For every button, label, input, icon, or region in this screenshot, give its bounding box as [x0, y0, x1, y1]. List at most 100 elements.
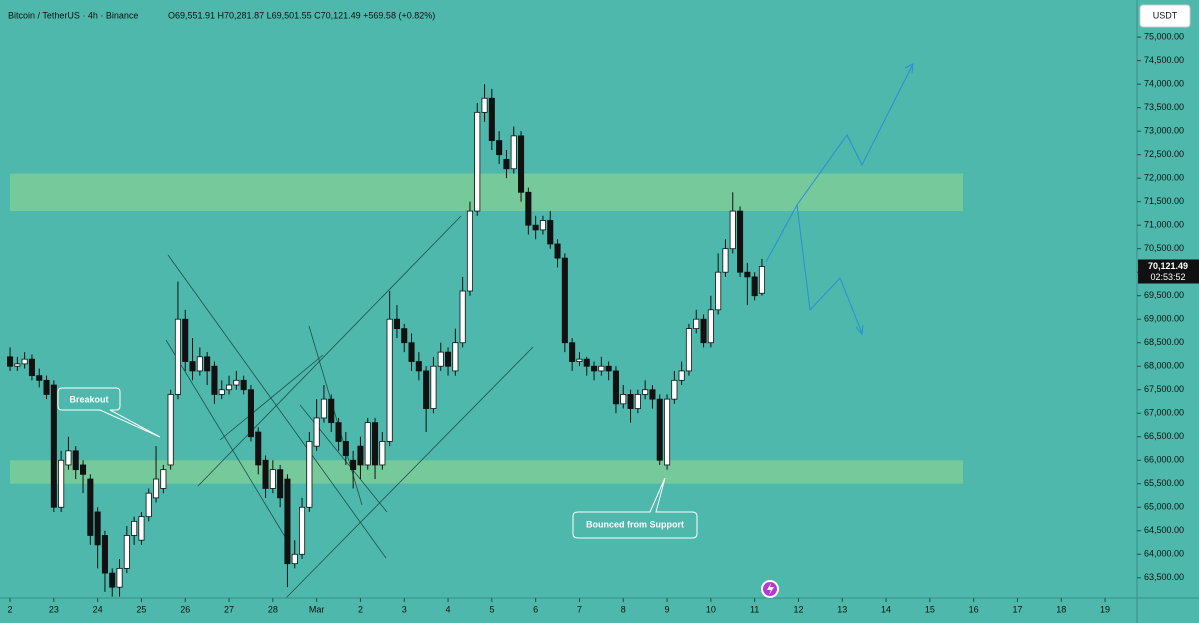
annotation-text: Bounced from Support	[586, 519, 684, 529]
candle-body	[423, 370, 430, 409]
candle-body	[145, 492, 152, 518]
x-tick-label: 17	[1012, 604, 1022, 614]
y-tick-label: 69,000.00	[1144, 314, 1184, 324]
candle-body	[751, 276, 758, 297]
candle-body	[393, 318, 400, 330]
candle-body	[430, 365, 437, 409]
y-tick-label: 64,500.00	[1144, 525, 1184, 535]
x-tick-label: 16	[969, 604, 979, 614]
candle-body	[320, 398, 327, 419]
y-tick-label: 73,500.00	[1144, 102, 1184, 112]
candle-body	[569, 342, 576, 362]
candles	[7, 84, 765, 597]
ohlc-legend: O69,551.91 H70,281.87 L69,501.55 C70,121…	[168, 10, 435, 20]
x-tick-label: 27	[224, 604, 234, 614]
zone	[10, 460, 963, 484]
y-tick-label: 66,500.00	[1144, 431, 1184, 441]
candle-body	[189, 361, 196, 372]
candle-body	[496, 140, 503, 156]
candle-body	[722, 248, 729, 273]
candle-body	[372, 422, 379, 466]
candle-body	[299, 506, 306, 555]
candle-body	[14, 363, 21, 367]
candle-body	[466, 210, 473, 292]
y-tick-label: 67,500.00	[1144, 384, 1184, 394]
candle-body	[28, 358, 35, 377]
candle-body	[532, 224, 539, 231]
candle-body	[627, 394, 634, 409]
candle-body	[707, 309, 714, 344]
y-tick-label: 69,500.00	[1144, 290, 1184, 300]
candle-body	[758, 266, 765, 294]
candle-body	[269, 469, 276, 489]
y-tick-label: 73,000.00	[1144, 126, 1184, 136]
x-tick-label: 26	[180, 604, 190, 614]
candle-body	[313, 417, 320, 447]
candle-body	[379, 441, 386, 466]
arrow-head	[904, 63, 914, 74]
candle-body	[649, 389, 656, 400]
y-tick-label: 71,000.00	[1144, 220, 1184, 230]
candle-body	[685, 328, 692, 372]
candle-body	[109, 572, 116, 588]
x-tick-label: 8	[621, 604, 626, 614]
candle-body	[518, 135, 525, 193]
candle-body	[401, 328, 408, 344]
candle-body	[437, 351, 444, 367]
candle-body	[335, 422, 342, 442]
candle-body	[583, 358, 590, 367]
candle-body	[255, 431, 262, 466]
candle-body	[21, 358, 28, 365]
candle-body	[101, 535, 108, 574]
candle-body	[357, 445, 364, 466]
candle-body	[452, 342, 459, 372]
currency-box[interactable]	[1139, 4, 1191, 28]
candle-body	[678, 370, 685, 381]
x-tick-label: 15	[925, 604, 935, 614]
candle-body	[364, 422, 371, 466]
candle-body	[510, 135, 517, 170]
x-tick-label: 14	[881, 604, 891, 614]
y-tick-label: 66,000.00	[1144, 455, 1184, 465]
candle-body	[744, 271, 751, 278]
candle-body	[247, 389, 254, 438]
symbol-title: Bitcoin / TetherUS · 4h · Binance	[8, 10, 138, 20]
candle-body	[174, 318, 181, 395]
x-tick-label: 18	[1056, 604, 1066, 614]
candle-body	[729, 210, 736, 250]
candle-body	[459, 290, 466, 344]
candle-body	[131, 520, 138, 536]
x-tick-label: 23	[49, 604, 59, 614]
candle-body	[211, 365, 218, 395]
x-tick-label: 3	[402, 604, 407, 614]
y-tick-label: 71,500.00	[1144, 196, 1184, 206]
arrow-head	[855, 324, 864, 336]
candle-body	[642, 389, 649, 395]
callout	[57, 387, 161, 438]
price-tag: 70,121.49	[1148, 261, 1188, 271]
trend-line	[165, 339, 291, 546]
candle-body	[474, 111, 481, 212]
candle-body	[715, 271, 722, 311]
candle-body	[547, 220, 554, 245]
x-tick-label: 6	[533, 604, 538, 614]
candle-body	[7, 356, 14, 367]
candle-body	[664, 398, 671, 466]
candle-body	[94, 511, 101, 546]
x-tick-label: 4	[446, 604, 451, 614]
y-tick-label: 67,000.00	[1144, 408, 1184, 418]
trend-line	[167, 254, 387, 559]
candle-body	[204, 356, 211, 372]
candle-body	[72, 450, 79, 471]
candle-body	[58, 459, 65, 508]
currency[interactable]: USDT	[1153, 10, 1178, 20]
candle-body	[481, 97, 488, 113]
candle-body	[503, 158, 510, 170]
candle-body	[350, 459, 357, 471]
candle-body	[153, 478, 160, 499]
candle-body	[342, 441, 349, 456]
y-tick-label: 63,500.00	[1144, 572, 1184, 582]
candle-body	[123, 535, 130, 569]
x-tick-label: 10	[706, 604, 716, 614]
candle-body	[218, 389, 225, 395]
